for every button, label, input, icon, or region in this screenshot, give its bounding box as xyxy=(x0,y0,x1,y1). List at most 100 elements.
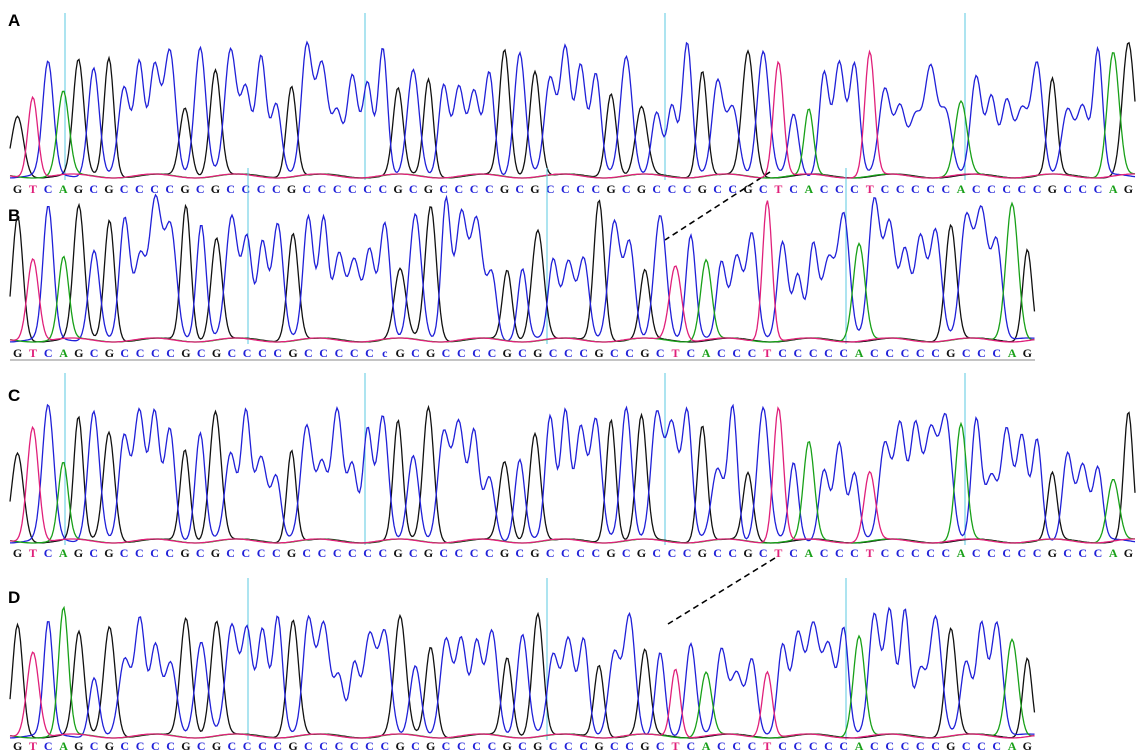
base-call: G xyxy=(946,346,955,360)
base-call: G xyxy=(1124,546,1133,560)
base-call: C xyxy=(196,546,205,560)
base-call: G xyxy=(181,346,190,360)
panel-label: B xyxy=(8,206,20,225)
base-call: G xyxy=(946,739,955,753)
base-call: C xyxy=(622,546,631,560)
base-call: C xyxy=(1094,546,1103,560)
base-call: C xyxy=(135,546,144,560)
base-call: C xyxy=(885,739,894,753)
base-call: C xyxy=(881,546,890,560)
base-call: C xyxy=(576,182,585,196)
base-call: C xyxy=(794,739,803,753)
base-call: C xyxy=(135,182,144,196)
base-call: C xyxy=(896,546,905,560)
connector xyxy=(668,558,775,624)
base-call: C xyxy=(273,739,282,753)
base-call: C xyxy=(273,346,282,360)
base-call: C xyxy=(363,546,372,560)
base-call: C xyxy=(90,346,99,360)
base-call: C xyxy=(820,182,829,196)
base-call: G xyxy=(1048,182,1057,196)
base-call: C xyxy=(319,739,328,753)
base-call: C xyxy=(166,739,175,753)
base-call: C xyxy=(809,739,818,753)
base-call: C xyxy=(992,739,1001,753)
base-call: C xyxy=(335,739,344,753)
base-call: C xyxy=(794,346,803,360)
base-call: G xyxy=(287,182,296,196)
base-call: C xyxy=(839,739,848,753)
base-call: C xyxy=(789,182,798,196)
base-call: C xyxy=(409,182,418,196)
base-call: C xyxy=(820,546,829,560)
base-call: C xyxy=(365,346,374,360)
base-call: G xyxy=(640,739,649,753)
base-call: C xyxy=(227,739,236,753)
base-call: C xyxy=(561,546,570,560)
base-call: C xyxy=(318,182,327,196)
base-call: C xyxy=(549,739,558,753)
base-call: C xyxy=(941,546,950,560)
base-call: T xyxy=(866,182,874,196)
base-call: C xyxy=(652,546,661,560)
base-call: C xyxy=(257,182,266,196)
base-call: C xyxy=(1018,546,1027,560)
base-call: C xyxy=(748,739,757,753)
base-call: C xyxy=(350,739,359,753)
base-call: C xyxy=(1033,182,1042,196)
base-call: C xyxy=(901,739,910,753)
base-call: C xyxy=(668,182,677,196)
base-call: C xyxy=(1018,182,1027,196)
base-call: C xyxy=(243,739,252,753)
base-call: C xyxy=(759,182,768,196)
base-call: C xyxy=(518,739,527,753)
trace-t xyxy=(10,201,1035,342)
base-call: C xyxy=(151,739,160,753)
base-call: C xyxy=(226,182,235,196)
base-call: C xyxy=(728,546,737,560)
base-call: C xyxy=(870,739,879,753)
base-call: G xyxy=(1023,739,1032,753)
base-call: G xyxy=(1023,346,1032,360)
base-call: C xyxy=(165,182,174,196)
base-call: C xyxy=(44,546,53,560)
base-call: C xyxy=(732,739,741,753)
base-call: G xyxy=(743,182,752,196)
base-call: C xyxy=(941,182,950,196)
base-call: C xyxy=(926,182,935,196)
base-call: C xyxy=(150,182,159,196)
trace-a xyxy=(10,608,1035,738)
base-call: C xyxy=(977,346,986,360)
base-call: G xyxy=(698,182,707,196)
base-call: C xyxy=(442,346,451,360)
trace-t xyxy=(10,52,1135,178)
base-call: C xyxy=(411,346,420,360)
base-call: A xyxy=(855,739,864,753)
base-call: C xyxy=(962,346,971,360)
base-call: C xyxy=(1078,182,1087,196)
base-call: G xyxy=(13,182,22,196)
base-call: C xyxy=(1094,182,1103,196)
base-call: G xyxy=(640,346,649,360)
trace-g xyxy=(10,201,1035,342)
base-call: A xyxy=(1008,346,1017,360)
base-call: C xyxy=(318,546,327,560)
base-call: C xyxy=(151,346,160,360)
base-call: C xyxy=(839,346,848,360)
base-call: C xyxy=(686,346,695,360)
base-call: C xyxy=(319,346,328,360)
base-call: C xyxy=(457,739,466,753)
base-call: A xyxy=(59,739,68,753)
base-call: T xyxy=(29,546,37,560)
base-call: G xyxy=(211,546,220,560)
base-call: A xyxy=(855,346,864,360)
base-call: C xyxy=(89,182,98,196)
trace-a xyxy=(10,53,1135,178)
base-call: C xyxy=(89,546,98,560)
base-call: C xyxy=(789,546,798,560)
base-call: C xyxy=(197,739,206,753)
trace-t xyxy=(10,652,1035,738)
base-call: C xyxy=(363,182,372,196)
base-call: C xyxy=(243,346,252,360)
base-call: G xyxy=(105,346,114,360)
